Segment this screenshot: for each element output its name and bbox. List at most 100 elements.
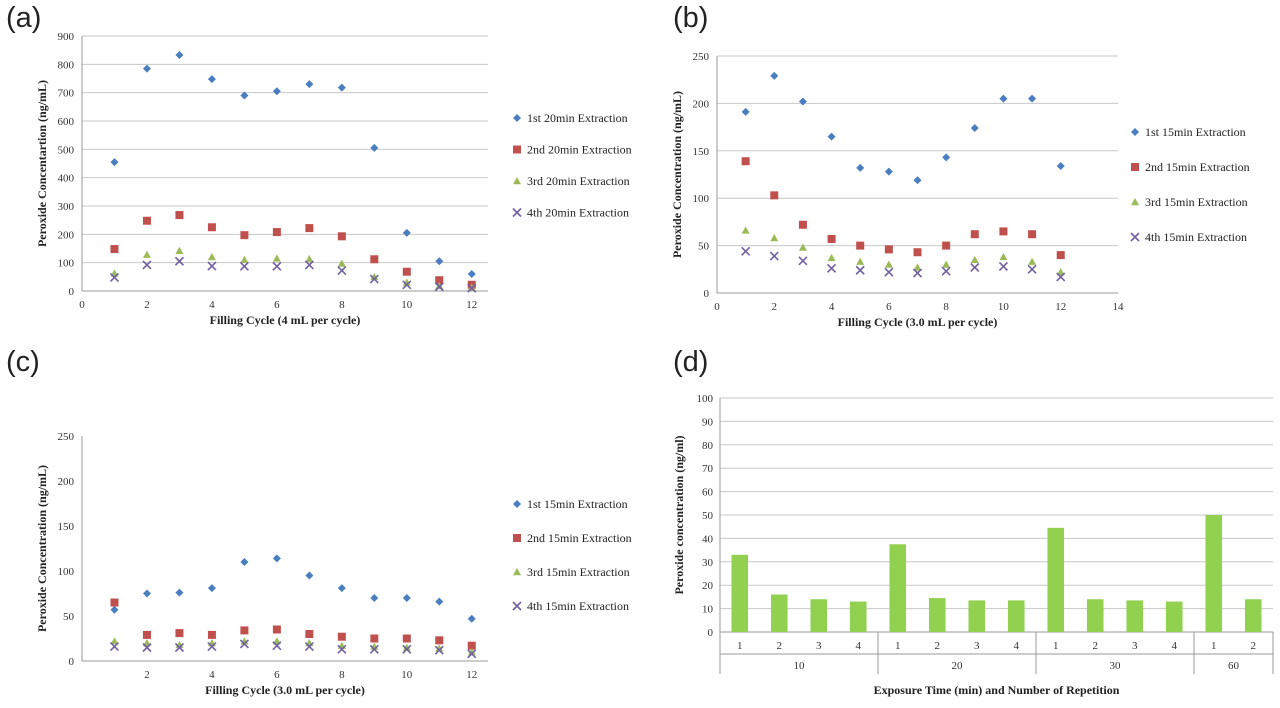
legend-marker [513,114,521,122]
data-point [142,642,152,653]
data-point [970,255,979,264]
data-point [1028,94,1037,103]
bar [889,544,907,632]
data-point [337,644,347,654]
series-3 [741,226,1065,276]
bar [770,594,788,632]
data-point [304,260,314,270]
data-point [142,260,152,270]
category-label: 4 [1014,640,1020,652]
data-point [941,266,951,276]
y-tick-label: 90 [702,416,714,428]
data-point [467,283,477,293]
data-point [999,252,1008,261]
panel-label-a: (a) [6,2,42,34]
category-label: 2 [935,640,941,652]
data-point [305,254,314,263]
data-point [435,281,444,290]
bar [810,599,828,632]
series-4 [109,639,477,659]
data-point [435,257,444,266]
data-point [110,637,119,645]
category-label: 3 [1132,640,1138,652]
group-label: 30 [1110,660,1122,672]
y-tick-label: 900 [58,31,75,43]
data-point [827,263,837,273]
y-tick-label: 80 [702,440,714,452]
legend-entry: 2nd 15min Extraction [527,531,632,545]
data-point [272,641,282,651]
category-label: 1 [737,640,743,652]
data-point [1056,161,1065,170]
y-tick-label: 300 [58,201,75,213]
data-point [272,625,281,634]
series-1 [110,50,476,278]
legend-entry: 1st 15min Extraction [1145,125,1246,139]
data-point [370,255,379,264]
data-point [305,571,314,580]
bar [849,601,867,632]
data-point [741,157,750,166]
data-point [142,250,151,258]
data-point [142,64,151,73]
y-tick-label: 250 [693,51,710,63]
y-axis-title: Peroxide Concentration (ng/mL) [35,465,49,632]
y-tick-label: 50 [702,510,714,522]
data-point [272,261,282,271]
data-point [305,639,314,647]
y-tick-label: 400 [58,173,75,185]
x-tick-label: 12 [1055,301,1066,313]
x-tick-label: 8 [943,301,949,313]
group-label: 60 [1228,660,1240,672]
category-label: 4 [1172,640,1178,652]
x-tick-label: 4 [209,299,215,311]
data-point [913,263,922,271]
legend-entry: 3rd 15min Extraction [527,565,630,579]
data-point [142,216,151,225]
x-tick-label: 0 [79,299,85,311]
data-point [337,266,347,276]
y-axis-title: Peroxide concentration (ng/ml) [672,435,686,594]
bar [1205,515,1223,632]
data-point [827,253,836,262]
y-tick-label: 600 [58,116,75,128]
series-4 [109,256,477,293]
y-tick-label: 40 [702,533,714,545]
data-point [912,268,923,278]
chart-b: 0 50 100 150 200 250 0 2 4 6 8 10 12 14 Filling Cycle … [670,51,1250,329]
legend-entry: 3rd 15min Extraction [1145,195,1248,209]
data-point [434,282,444,292]
data-point [272,228,281,237]
data-point [207,253,216,261]
legend-marker [1131,198,1139,206]
data-point [1027,264,1037,274]
data-point [402,643,411,651]
data-point [370,594,379,602]
legend-marker [512,601,522,611]
y-tick-label: 200 [693,98,710,110]
data-point [856,163,865,172]
x-tick-label: 0 [714,301,720,313]
chart-c: 0 50 100 150 200 250 2 4 6 8 10 12 Filling Cycle (3.… [35,431,632,697]
y-axis-title: Peroxide Concentartion (ng/mL) [35,80,49,247]
data-point [207,584,216,593]
series-3 [110,246,476,291]
y-tick-label: 150 [693,146,710,158]
data-point [175,588,184,597]
x-tick-label: 8 [339,299,345,311]
x-tick-label: 10 [998,301,1010,313]
data-point [1056,272,1066,282]
bar [1047,527,1065,632]
legend-marker [512,207,522,218]
x-tick-label: 14 [1113,301,1125,313]
data-point [305,224,314,233]
data-point [770,71,779,80]
series-4 [741,246,1066,282]
data-point [337,232,346,241]
y-tick-label: 0 [69,656,75,668]
legend-entry: 2nd 20min Extraction [527,143,632,157]
data-point [741,246,751,256]
chart-d: 0 10 20 30 40 50 60 70 80 90 100 1 2 3 4 10 1 2 3 4 20 1 2 3 4 30… [672,393,1274,697]
x-axis-title: Filling Cycle (3.0 mL per cycle) [205,683,365,697]
data-point [304,642,314,652]
